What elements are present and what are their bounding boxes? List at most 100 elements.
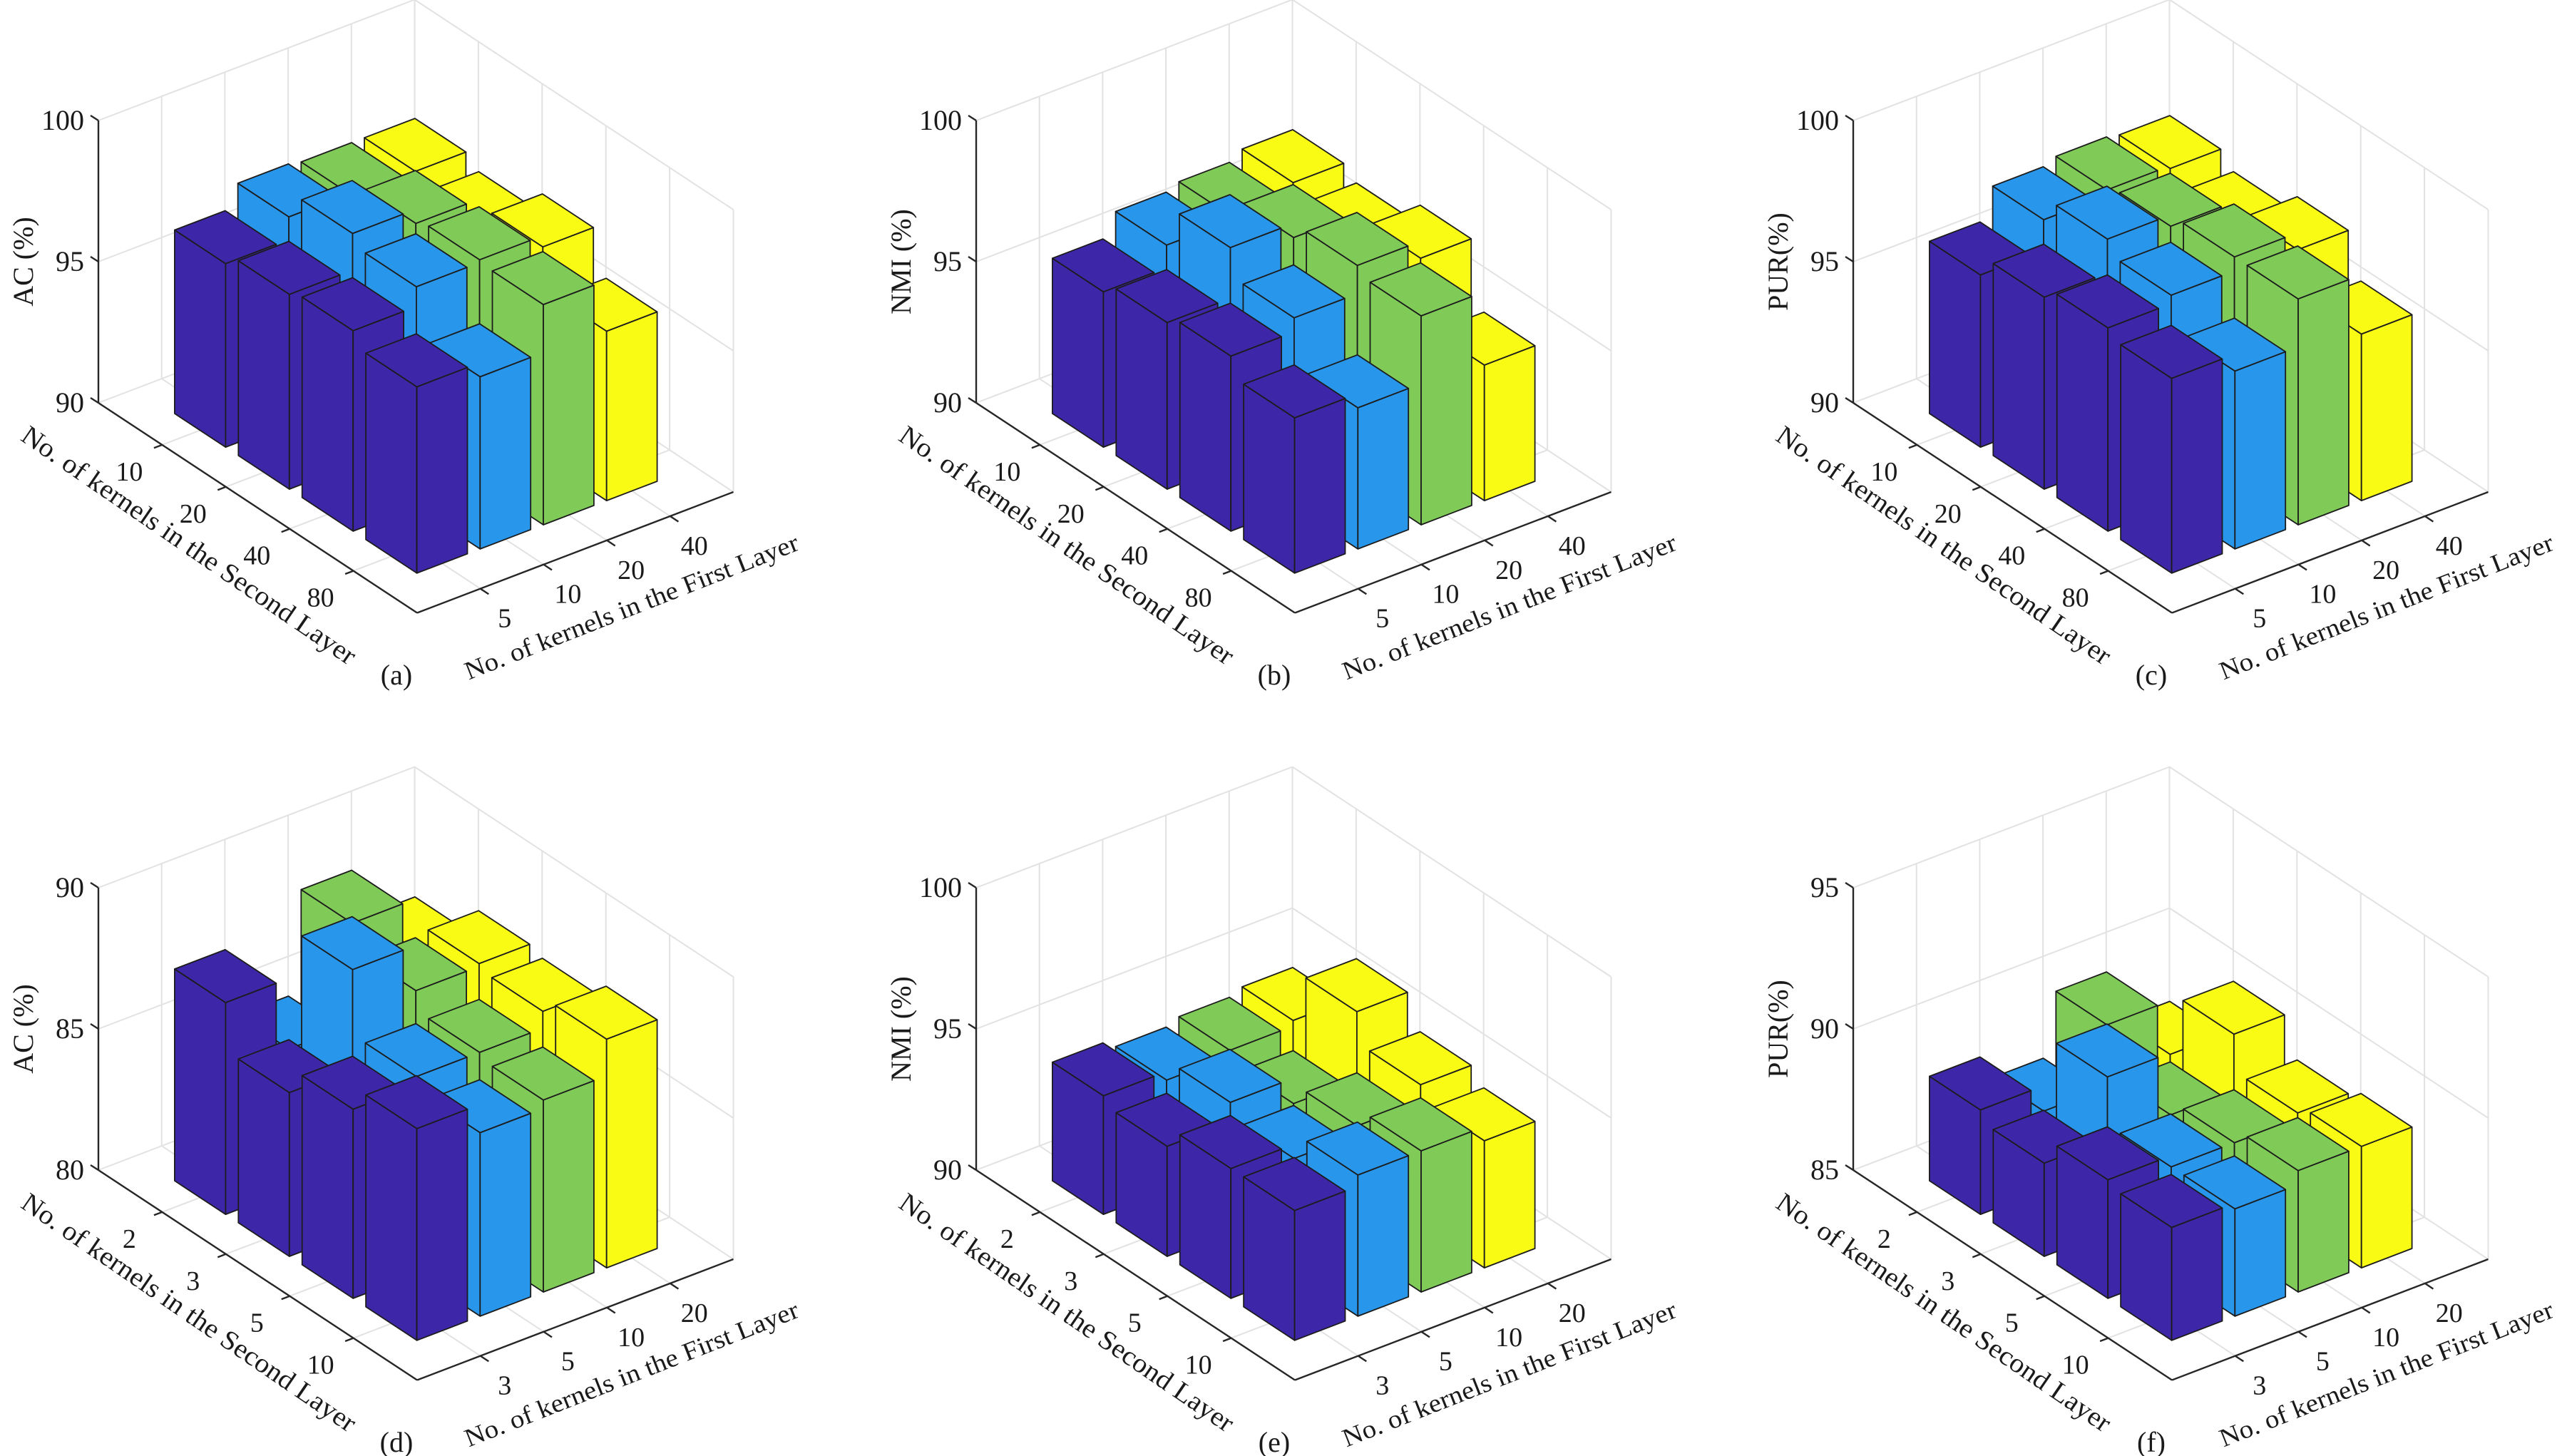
panel-label: (e) — [1259, 1426, 1290, 1456]
first-layer-tick — [480, 588, 489, 595]
bar-top — [1179, 1114, 1282, 1169]
first-layer-tick-label: 20 — [1559, 1298, 1586, 1328]
bar-top — [2246, 1117, 2350, 1172]
second-layer-tick-label: 3 — [1064, 1266, 1077, 1296]
z-tick — [1845, 396, 1854, 404]
z-tick — [968, 1022, 977, 1030]
first-layer-tick-label: 20 — [2436, 1298, 2463, 1328]
bar-top — [2055, 136, 2158, 191]
second-layer-tick — [2036, 1295, 2045, 1301]
first-layer-tick-label: 40 — [2436, 531, 2463, 561]
bar-face-left — [2120, 344, 2173, 574]
first-layer-tick — [480, 1355, 489, 1363]
bar-face-right — [416, 366, 468, 574]
bar-top — [2056, 274, 2159, 329]
bar-face-right — [1293, 1190, 1346, 1341]
first-layer-tick — [543, 563, 553, 571]
z-axis-title: AC (%) — [7, 217, 39, 307]
bar-top — [2246, 245, 2350, 300]
bar — [2120, 1174, 2223, 1341]
second-layer-tick — [217, 486, 227, 491]
panel-label: (c) — [2136, 659, 2167, 691]
bar-top — [1178, 996, 1281, 1051]
second-layer-axis-line — [1853, 401, 2173, 614]
bar-top — [2183, 1155, 2287, 1210]
second-layer-tick — [1159, 1295, 1168, 1301]
bar-face-right — [2297, 1150, 2350, 1293]
z-tick-label: 100 — [1796, 104, 1839, 136]
grid-line — [1291, 0, 1612, 210]
panel-f: 85 90 95 2 3 5 10 3 5 10 20 PUR(%) No. of kernels in… — [1762, 766, 2558, 1456]
z-axis-title: NMI (%) — [885, 209, 917, 314]
second-layer-tick-label: 40 — [1121, 541, 1148, 571]
bar-face-right — [1357, 1154, 1410, 1317]
bar-face-left — [173, 229, 227, 448]
z-tick — [90, 255, 99, 263]
grid-line — [1291, 907, 1612, 1119]
z-tick — [90, 396, 99, 404]
second-layer-tick-label: 80 — [2062, 583, 2089, 613]
first-layer-tick-label: 5 — [1439, 1347, 1452, 1377]
bar-face-right — [1483, 1120, 1536, 1268]
first-layer-tick — [606, 539, 616, 547]
bar-top — [364, 118, 467, 173]
bar-top — [2183, 203, 2286, 258]
bar-face-right — [416, 1108, 468, 1341]
first-layer-tick-label: 5 — [1375, 604, 1389, 634]
grid-line — [1853, 0, 2170, 121]
bar-top — [301, 277, 404, 332]
first-layer-tick-label: 10 — [1495, 1323, 1522, 1353]
first-layer-axis-title: No. of kernels in the First Layer — [461, 528, 803, 685]
first-layer-tick — [1420, 1331, 1430, 1338]
bars — [173, 118, 658, 574]
first-layer-tick-label: 10 — [618, 1323, 645, 1353]
bar-top — [491, 193, 595, 248]
bar-top — [1368, 1031, 1472, 1086]
second-layer-tick — [153, 444, 163, 449]
bar-face-left — [301, 296, 354, 532]
second-layer-tick-label: 20 — [1935, 499, 1962, 529]
bar-top — [1369, 1097, 1472, 1152]
bar-face-left — [173, 968, 227, 1215]
bar-face-right — [2360, 1126, 2413, 1268]
grid-line — [975, 766, 1293, 888]
axes — [1845, 114, 2489, 614]
first-layer-tick — [2424, 515, 2434, 523]
z-tick-label: 90 — [1810, 1012, 1839, 1045]
second-layer-tick — [281, 1295, 290, 1301]
bar-top — [2055, 971, 2158, 1026]
first-layer-tick — [2297, 1331, 2307, 1338]
second-layer-tick-label: 40 — [243, 541, 270, 571]
first-layer-tick — [1358, 1355, 1367, 1363]
bar-top — [365, 333, 468, 388]
grid-line — [414, 0, 734, 210]
first-layer-tick — [1547, 515, 1557, 523]
grid-line — [1291, 766, 1612, 978]
bar-top — [1179, 302, 1282, 357]
first-layer-tick-label: 5 — [2316, 1347, 2330, 1377]
first-layer-axis-title: No. of kernels in the First Layer — [1338, 528, 1681, 685]
bar-top — [364, 1022, 468, 1077]
bar-top — [2056, 1126, 2159, 1181]
z-tick — [90, 881, 99, 889]
bar-top — [1369, 262, 1472, 317]
grid-line — [98, 766, 415, 888]
second-layer-tick-label: 10 — [1185, 1350, 1212, 1380]
first-layer-tick-label: 20 — [618, 555, 645, 585]
first-layer-tick — [606, 1306, 616, 1314]
second-layer-tick-label: 2 — [123, 1224, 136, 1254]
second-layer-tick-label: 20 — [180, 499, 207, 529]
second-layer-tick-label: 10 — [116, 457, 143, 487]
second-layer-tick — [1222, 570, 1232, 575]
second-layer-tick — [153, 1211, 163, 1216]
bar-face-right — [1420, 295, 1472, 526]
axes — [90, 881, 734, 1381]
z-tick-label: 95 — [933, 245, 962, 277]
z-tick — [1845, 1164, 1854, 1172]
bar-top — [1305, 958, 1408, 1012]
second-layer-tick — [1908, 1211, 1917, 1216]
bar-top — [555, 985, 658, 1040]
axes — [968, 114, 1612, 614]
second-layer-tick — [1972, 1253, 1982, 1258]
grid-line — [2168, 0, 2489, 210]
